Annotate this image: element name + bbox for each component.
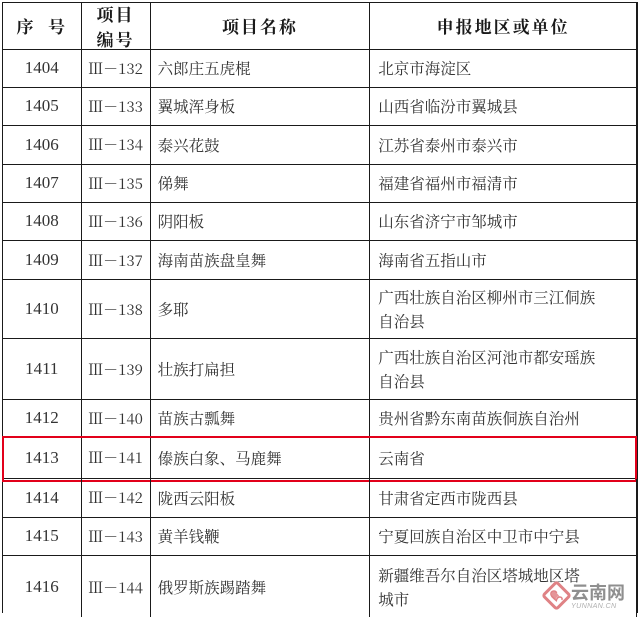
svg-text:YUNNAN.CN: YUNNAN.CN: [571, 601, 617, 610]
